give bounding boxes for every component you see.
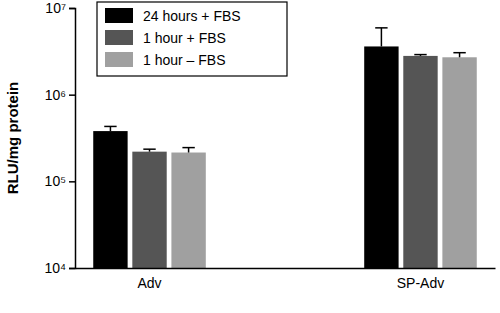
error-bar: [375, 28, 387, 47]
legend-label: 1 hour + FBS: [143, 30, 226, 46]
error-bar: [143, 149, 155, 151]
bar: [442, 57, 476, 268]
legend-label: 1 hour – FBS: [143, 52, 226, 68]
error-bar: [104, 126, 116, 131]
tick-label: 10⁶: [45, 87, 66, 103]
x-axis: Adv SP-Adv: [76, 268, 496, 291]
error-line: [381, 28, 383, 47]
tick-label: SP-Adv: [397, 275, 444, 291]
error-cap: [104, 126, 116, 128]
axis-line: [69, 9, 76, 269]
legend-item: 1 hour + FBS: [105, 30, 226, 46]
error-bar: [453, 53, 465, 58]
tick: 10⁵: [45, 173, 75, 189]
error-cap: [414, 54, 426, 56]
tick-label: 10⁴: [44, 260, 66, 276]
error-bar: [414, 55, 426, 56]
legend-swatch: [105, 52, 133, 67]
chart: 10⁴ 10⁵ 10⁶ 10⁷ Adv SP-Adv RLU/mg protein 24 ho…: [0, 0, 500, 313]
tick: SP-Adv: [397, 268, 444, 291]
y-axis-title: RLU/mg protein: [4, 82, 21, 195]
chart-container: 10⁴ 10⁵ 10⁶ 10⁷ Adv SP-Adv RLU/mg protein 24 ho…: [0, 0, 500, 313]
tick: 10⁴: [44, 260, 75, 276]
plot: 10⁴ 10⁵ 10⁶ 10⁷ Adv SP-Adv: [44, 0, 495, 291]
legend-label: 24 hours + FBS: [143, 8, 241, 24]
error-bar: [182, 148, 194, 153]
tick-mark: [69, 181, 75, 183]
legend-swatch: [105, 8, 133, 23]
legend-item: 1 hour – FBS: [105, 52, 226, 68]
y-axis: 10⁴ 10⁵ 10⁶ 10⁷: [44, 0, 75, 276]
tick: 10⁷: [45, 0, 75, 16]
bar: [171, 153, 205, 268]
tick-label: 10⁵: [45, 173, 66, 189]
error-cap: [375, 27, 387, 29]
axis-line: [76, 268, 496, 270]
bar: [403, 56, 437, 268]
error-cap: [143, 148, 155, 150]
bar: [93, 131, 127, 268]
error-cap: [182, 147, 194, 149]
legend-item: 24 hours + FBS: [105, 8, 241, 24]
legend-box: [97, 2, 287, 76]
error-cap: [453, 52, 465, 54]
tick-label: Adv: [137, 275, 161, 291]
tick-mark: [69, 268, 75, 270]
bar: [364, 46, 398, 268]
tick: Adv: [137, 268, 161, 291]
tick: 10⁶: [45, 87, 75, 103]
tick-mark: [69, 8, 75, 10]
legend: 24 hours + FBS 1 hour + FBS 1 hour – FBS: [97, 2, 287, 76]
legend-swatch: [105, 30, 133, 45]
bar: [132, 152, 166, 268]
tick-mark: [69, 94, 75, 96]
tick-label: 10⁷: [45, 0, 66, 16]
